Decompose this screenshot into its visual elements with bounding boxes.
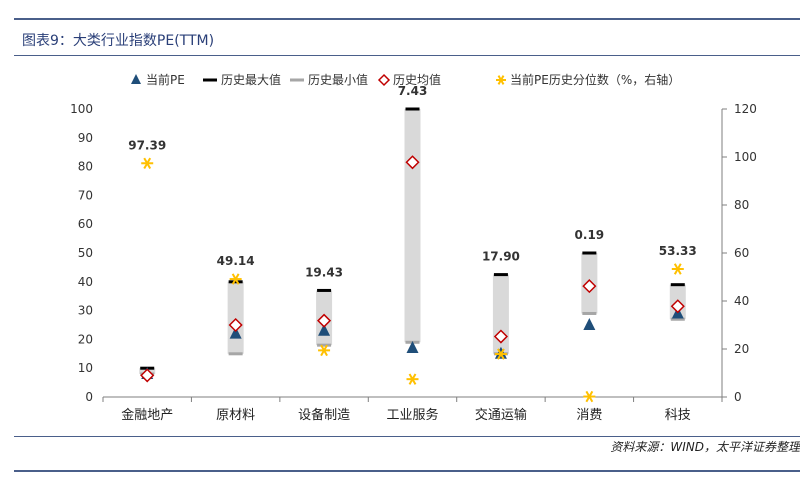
left-tick-label: 50	[78, 246, 93, 260]
avg-marker	[582, 279, 597, 294]
left-tick-label: 100	[70, 102, 93, 116]
percentile-marker	[318, 344, 331, 357]
percentile-data-label: 49.14	[217, 254, 255, 268]
max-marker	[405, 107, 420, 111]
category-label: 金融地产	[121, 407, 173, 423]
page-title: 图表9：大类行业指数PE(TTM)	[22, 33, 215, 49]
left-tick-label: 10	[78, 361, 93, 375]
avg-marker	[317, 313, 332, 328]
current-pe-marker	[318, 323, 331, 336]
max-marker	[317, 288, 332, 292]
right-tick-label: 0	[734, 390, 742, 404]
legend-percentile-icon	[496, 75, 506, 85]
left-tick-label: 20	[78, 332, 93, 346]
current-pe-marker	[406, 341, 419, 354]
percentile-data-label: 97.39	[128, 138, 166, 152]
category-label: 设备制造	[298, 407, 350, 423]
legend-min-icon	[290, 78, 304, 82]
category-label: 工业服务	[386, 407, 438, 423]
top-rule	[14, 18, 800, 20]
avg-marker	[670, 299, 685, 314]
min-marker	[228, 352, 243, 356]
percentile-data-label: 53.33	[659, 244, 697, 258]
current-pe-marker	[229, 326, 242, 339]
left-tick-label: 30	[78, 304, 93, 318]
min-marker	[582, 311, 597, 315]
chart-axes: 0 10 20 30 40 50 60 70 80 90 100 0 20 40 60 80 100 120 金融地…	[70, 102, 757, 423]
title-rule	[14, 55, 800, 56]
current-pe-marker	[583, 318, 596, 330]
right-tick-label: 100	[734, 150, 757, 164]
left-tick-label: 70	[78, 188, 93, 202]
source-rule	[14, 436, 800, 437]
legend-min-label: 历史最小值	[308, 72, 368, 87]
legend-max-label: 历史最大值	[221, 72, 281, 87]
right-tick-label: 20	[734, 342, 749, 356]
category-label: 消费	[576, 408, 602, 423]
avg-marker	[405, 155, 420, 170]
category-label: 科技	[665, 408, 691, 423]
min-marker	[670, 317, 685, 321]
percentile-marker	[141, 157, 154, 169]
right-tick-label: 40	[734, 294, 749, 308]
category-label: 原材料	[216, 408, 255, 423]
left-tick-label: 60	[78, 217, 93, 231]
max-marker	[582, 251, 597, 255]
percentile-data-label: 7.43	[398, 84, 428, 98]
range-bar	[227, 281, 244, 354]
right-tick-label: 120	[734, 102, 757, 116]
range-bar	[404, 109, 421, 343]
percentile-marker	[406, 373, 419, 385]
legend-avg-icon	[377, 73, 391, 87]
legend-current-pe-label: 当前PE	[146, 72, 185, 87]
avg-marker	[228, 317, 243, 333]
percentile-data-label: 0.19	[575, 228, 605, 242]
category-label: 交通运输	[475, 407, 527, 423]
bottom-rule	[14, 470, 800, 472]
left-tick-label: 40	[78, 275, 93, 289]
right-tick-label: 60	[734, 246, 749, 260]
right-tick-label: 80	[734, 198, 749, 212]
left-tick-label: 0	[85, 390, 93, 404]
percentile-marker	[229, 273, 242, 285]
chart-marks: 97.39 49.14 19.43 7.43 17.90 0.19 53.33	[128, 84, 697, 403]
legend-avg-label: 历史均值	[393, 72, 441, 87]
max-marker	[493, 273, 508, 277]
avg-marker	[493, 329, 508, 344]
left-tick-label: 90	[78, 131, 93, 145]
legend-max-icon	[203, 78, 217, 82]
avg-marker	[140, 368, 155, 383]
legend-current-pe-icon	[131, 74, 141, 84]
max-marker	[228, 280, 243, 284]
left-tick-label: 80	[78, 160, 93, 174]
percentile-marker	[494, 348, 507, 360]
source-note: 资料来源：WIND，太平洋证券整理	[610, 440, 800, 454]
max-marker	[670, 283, 685, 287]
min-marker	[317, 343, 332, 347]
percentile-data-label: 17.90	[482, 250, 520, 264]
percentile-marker	[671, 263, 684, 275]
chart-legend: 当前PE 历史最大值 历史最小值 历史均值 当前PE历史分位数（%，右轴）	[131, 72, 680, 87]
legend-percentile-label: 当前PE历史分位数（%，右轴）	[510, 72, 680, 87]
percentile-data-label: 19.43	[305, 265, 343, 279]
percentile-marker	[583, 390, 596, 403]
